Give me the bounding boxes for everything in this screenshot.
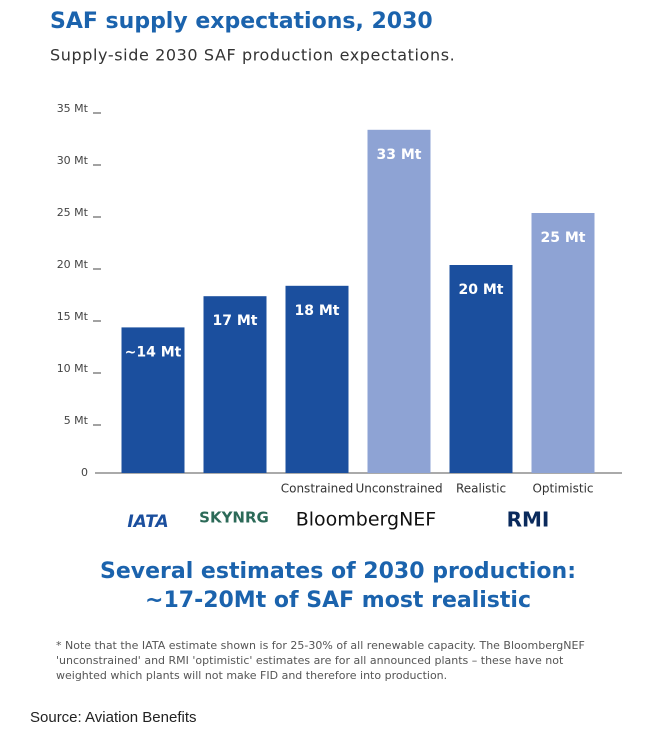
value-label: ~14 Mt [125, 344, 182, 360]
source: Source: Aviation Benefits [30, 709, 197, 726]
headline: Several estimates of 2030 production: [100, 559, 576, 584]
y-tick-label: 0 [81, 466, 88, 479]
y-tick-label: 35 Mt [57, 102, 89, 115]
bar [449, 265, 513, 473]
source-logo: BloombergNEF [296, 509, 437, 531]
note: weighted which plants will not make FID … [56, 669, 447, 682]
y-tick-label: 20 Mt [57, 258, 89, 271]
value-label: 33 Mt [377, 147, 422, 163]
bar [531, 213, 595, 473]
note: 'unconstrained' and RMI 'optimistic' est… [56, 654, 564, 667]
bar [367, 129, 431, 474]
value-label: 17 Mt [213, 313, 258, 329]
bar [121, 327, 185, 473]
chart-subtitle: Supply-side 2030 SAF production expectat… [50, 46, 455, 65]
source-logo: SKYNRG [199, 509, 269, 527]
y-tick-label: 30 Mt [57, 154, 89, 167]
bar [285, 285, 349, 473]
headline: ~17-20Mt of SAF most realistic [145, 588, 531, 613]
y-tick-label: 10 Mt [57, 362, 89, 375]
x-tick-label: Realistic [456, 482, 506, 496]
value-label: 25 Mt [541, 230, 586, 246]
bar [203, 296, 267, 473]
y-tick-label: 25 Mt [57, 206, 89, 219]
value-label: 18 Mt [295, 303, 340, 319]
note: * Note that the IATA estimate shown is f… [56, 639, 585, 652]
chart-title: SAF supply expectations, 2030 [50, 9, 433, 34]
x-tick-label: Optimistic [532, 482, 593, 496]
source-logo: RMI [507, 508, 550, 532]
value-label: 20 Mt [459, 282, 504, 298]
y-tick-label: 15 Mt [57, 310, 89, 323]
x-tick-label: Constrained [281, 482, 354, 496]
x-tick-label: Unconstrained [355, 482, 442, 496]
y-tick-label: 5 Mt [64, 414, 89, 427]
source-logo: IATA [127, 512, 168, 532]
